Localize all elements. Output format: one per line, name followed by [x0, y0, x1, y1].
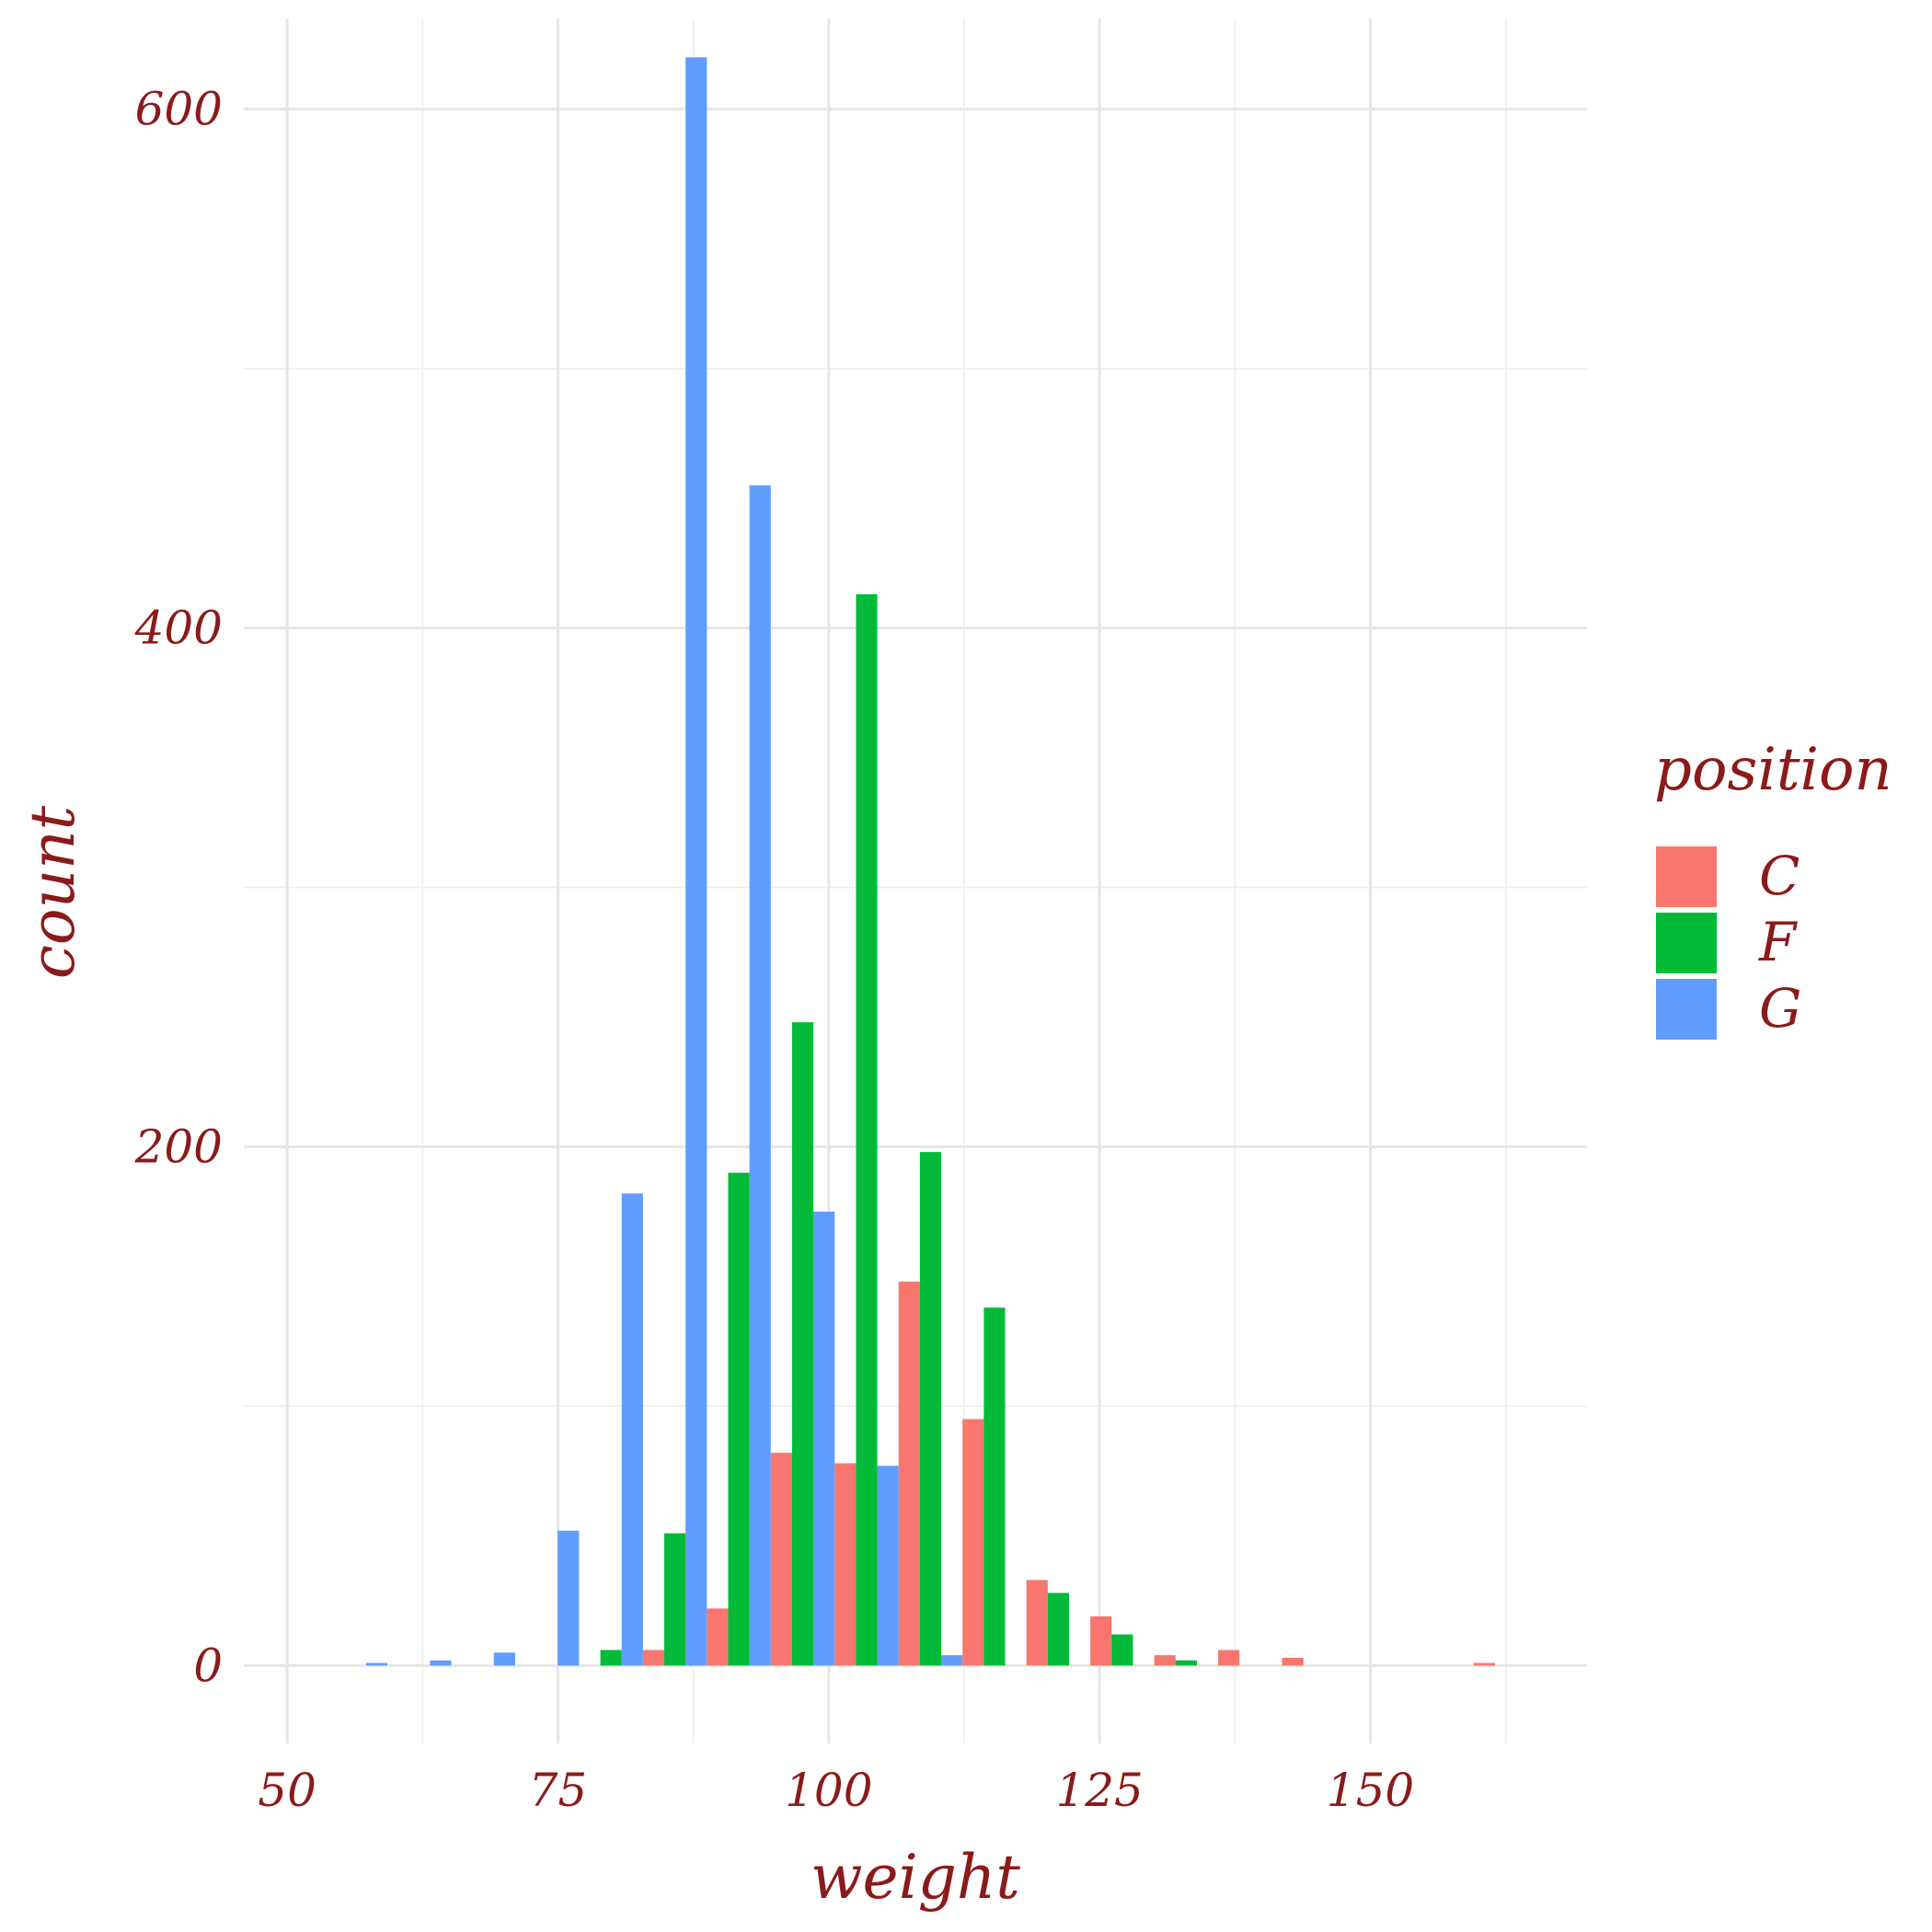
bar-C-144.8: [1282, 1657, 1304, 1666]
x-axis-ticks: 50 75 100 125 150: [258, 1764, 1414, 1817]
bar-G-79.9: [621, 1193, 643, 1666]
bar-F-121.2: [1047, 1593, 1069, 1666]
bar-G-97.6: [813, 1211, 835, 1666]
bar-G-85.8: [685, 57, 707, 1666]
y-tick-label: 600: [135, 83, 223, 136]
bar-F-109.4: [919, 1152, 942, 1666]
x-tick-label: 125: [1055, 1764, 1143, 1817]
legend-title: position: [1654, 736, 1892, 804]
y-axis-title: count: [17, 805, 88, 979]
legend-label-C: C: [1759, 845, 1800, 907]
bar-F-91.7: [728, 1172, 750, 1666]
bar-C-85.8: [642, 1650, 665, 1666]
bar-G-68.1: [493, 1652, 515, 1666]
bar-C-138.9: [1218, 1650, 1240, 1666]
bars: [365, 57, 1496, 1666]
bar-C-97.6: [770, 1453, 792, 1666]
legend-label-G: G: [1759, 977, 1801, 1040]
bar-F-115.3: [983, 1307, 1006, 1666]
bar-C-127.1: [1090, 1616, 1112, 1666]
bar-C-91.7: [707, 1608, 729, 1666]
bar-G-56.3: [365, 1662, 388, 1666]
bar-C-133: [1154, 1655, 1176, 1666]
bar-F-79.9: [600, 1650, 622, 1666]
x-tick-label: 75: [529, 1764, 588, 1817]
bar-G-62.2: [430, 1660, 452, 1666]
legend-swatch-C: [1656, 846, 1717, 907]
x-axis-title: weight: [811, 1842, 1020, 1913]
legend-label-F: F: [1758, 911, 1798, 973]
bar-G-109.4: [941, 1655, 963, 1666]
x-tick-label: 100: [785, 1764, 872, 1817]
bar-G-103.5: [877, 1466, 899, 1666]
bar-F-85.8: [664, 1533, 686, 1666]
bar-G-91.7: [749, 485, 771, 1666]
legend-swatch-G: [1656, 979, 1717, 1040]
bar-C-162.5: [1473, 1662, 1496, 1666]
x-tick-label: 150: [1327, 1764, 1414, 1817]
y-tick-label: 200: [134, 1121, 223, 1174]
x-tick-label: 50: [258, 1764, 316, 1817]
y-axis-ticks: 0 200 400 600: [134, 83, 223, 1693]
bar-F-97.6: [791, 1022, 814, 1666]
bar-C-121.2: [1026, 1580, 1048, 1666]
bar-C-109.4: [898, 1282, 920, 1666]
bar-C-103.5: [834, 1463, 857, 1666]
bar-F-103.5: [856, 593, 878, 1666]
y-tick-label: 400: [134, 602, 223, 655]
bar-F-127.1: [1111, 1634, 1133, 1666]
y-tick-label: 0: [193, 1639, 223, 1692]
bar-F-133: [1175, 1660, 1197, 1666]
legend-swatch-F: [1656, 913, 1717, 973]
legend: position CFG: [1654, 736, 1892, 1040]
bar-C-115.3: [962, 1419, 984, 1666]
bar-G-74: [558, 1530, 580, 1666]
